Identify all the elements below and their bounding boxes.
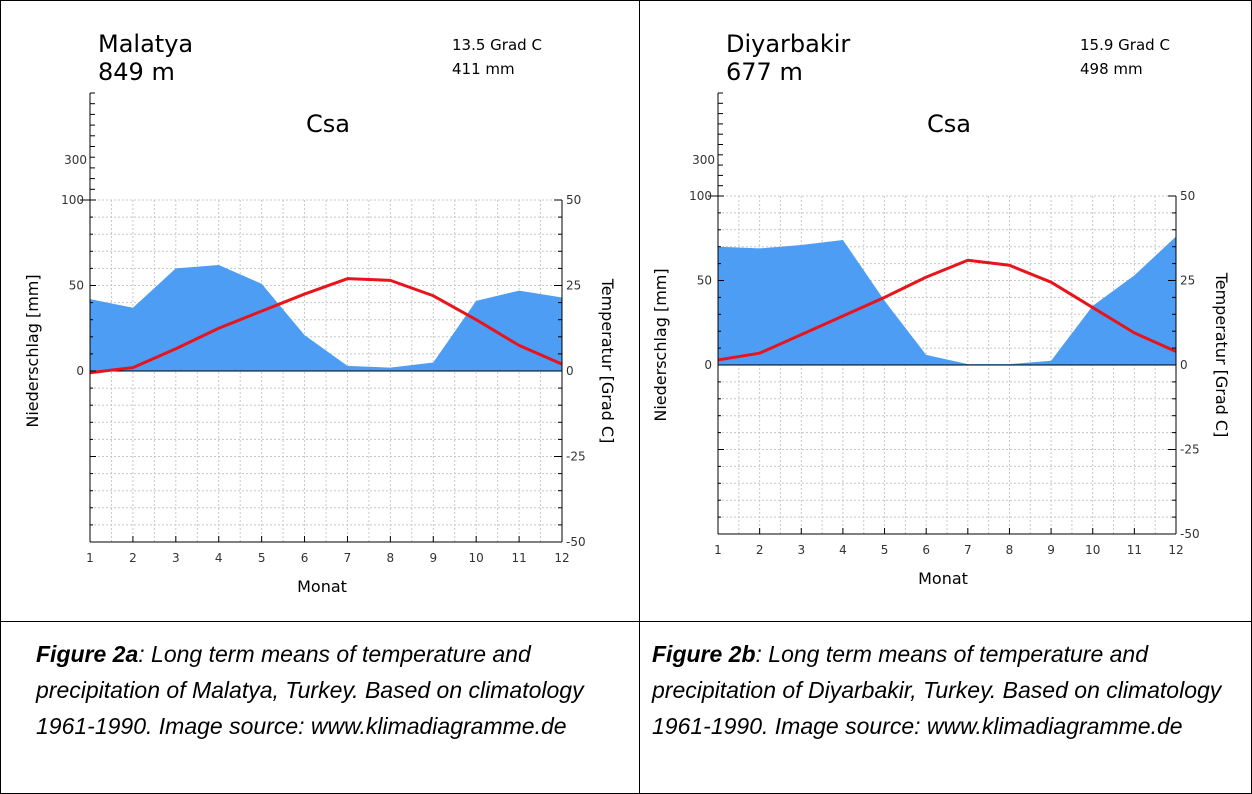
left-tick-label: 100 [689, 189, 712, 203]
temperature-line [89, 277, 563, 375]
caption-label: Figure 2b [652, 641, 756, 667]
left-tick-label: 50 [697, 274, 712, 288]
x-tick-label: 3 [797, 543, 805, 557]
x-tick-label: 9 [429, 551, 437, 565]
left-tick-label: 100 [61, 193, 84, 207]
climate-class: Csa [306, 110, 350, 138]
precipitation-area [90, 264, 562, 371]
right-tick-label: 0 [1180, 358, 1188, 372]
x-tick-label: 7 [964, 543, 972, 557]
station-name: Malatya [98, 30, 193, 58]
y-axis-label-left: Niederschlag [mm] [651, 268, 670, 421]
y-axis-label-left: Niederschlag [mm] [23, 274, 42, 427]
right-tick-label: 50 [1180, 189, 1195, 203]
y-axis-label-right: Temperatur [Grad C] [1212, 272, 1231, 438]
right-tick-label: 25 [1180, 274, 1195, 288]
x-tick-label: 8 [1006, 543, 1014, 557]
x-tick-label: 2 [129, 551, 137, 565]
caption-text: : Long term means of temperature and pre… [36, 641, 584, 739]
temperature-line [717, 258, 1177, 362]
x-tick-label: 11 [511, 551, 526, 565]
climate-class: Csa [927, 110, 971, 138]
right-tick-label: 25 [566, 279, 581, 293]
right-tick-label: -25 [566, 450, 586, 464]
caption-figure-2a: Figure 2a: Long term means of temperatur… [36, 636, 616, 744]
station-name: Diyarbakir [726, 30, 850, 58]
x-tick-label: 8 [387, 551, 395, 565]
caption-text: : Long term means of temperature and pre… [652, 641, 1222, 739]
x-tick-label: 11 [1127, 543, 1142, 557]
x-axis-label: Monat [918, 569, 968, 588]
right-tick-label: -50 [566, 535, 586, 549]
station-elevation: 677 m [726, 58, 803, 86]
left-tick-label: 0 [704, 358, 712, 372]
x-tick-label: 5 [881, 543, 889, 557]
caption-figure-2b: Figure 2b: Long term means of temperatur… [652, 636, 1242, 744]
x-tick-label: 6 [301, 551, 309, 565]
x-tick-label: 1 [86, 551, 94, 565]
caption-label: Figure 2a [36, 641, 139, 667]
left-tick-label: 300 [692, 153, 715, 167]
x-tick-label: 3 [172, 551, 180, 565]
x-tick-label: 10 [1085, 543, 1100, 557]
mean-temperature: 15.9 Grad C [1080, 36, 1170, 54]
y-axis-label-right: Temperatur [Grad C] [598, 278, 617, 444]
x-tick-label: 2 [756, 543, 764, 557]
x-axis-label: Monat [297, 577, 347, 596]
x-tick-label: 4 [215, 551, 223, 565]
right-tick-label: -25 [1180, 443, 1200, 457]
right-tick-label: -50 [1180, 527, 1200, 541]
x-tick-label: 12 [1168, 543, 1183, 557]
right-tick-label: 0 [566, 364, 574, 378]
right-tick-label: 50 [566, 193, 581, 207]
x-tick-label: 12 [554, 551, 569, 565]
x-tick-label: 5 [258, 551, 266, 565]
x-tick-label: 10 [469, 551, 484, 565]
station-elevation: 849 m [98, 58, 175, 86]
annual-precipitation: 498 mm [1080, 60, 1143, 78]
left-tick-label: 300 [64, 153, 87, 167]
x-tick-label: 6 [922, 543, 930, 557]
left-tick-label: 0 [76, 364, 84, 378]
mean-temperature: 13.5 Grad C [452, 36, 542, 54]
left-tick-label: 50 [69, 279, 84, 293]
x-tick-label: 7 [344, 551, 352, 565]
x-tick-label: 9 [1047, 543, 1055, 557]
annual-precipitation: 411 mm [452, 60, 515, 78]
x-tick-label: 1 [714, 543, 722, 557]
x-tick-label: 4 [839, 543, 847, 557]
precipitation-area [718, 236, 1176, 365]
